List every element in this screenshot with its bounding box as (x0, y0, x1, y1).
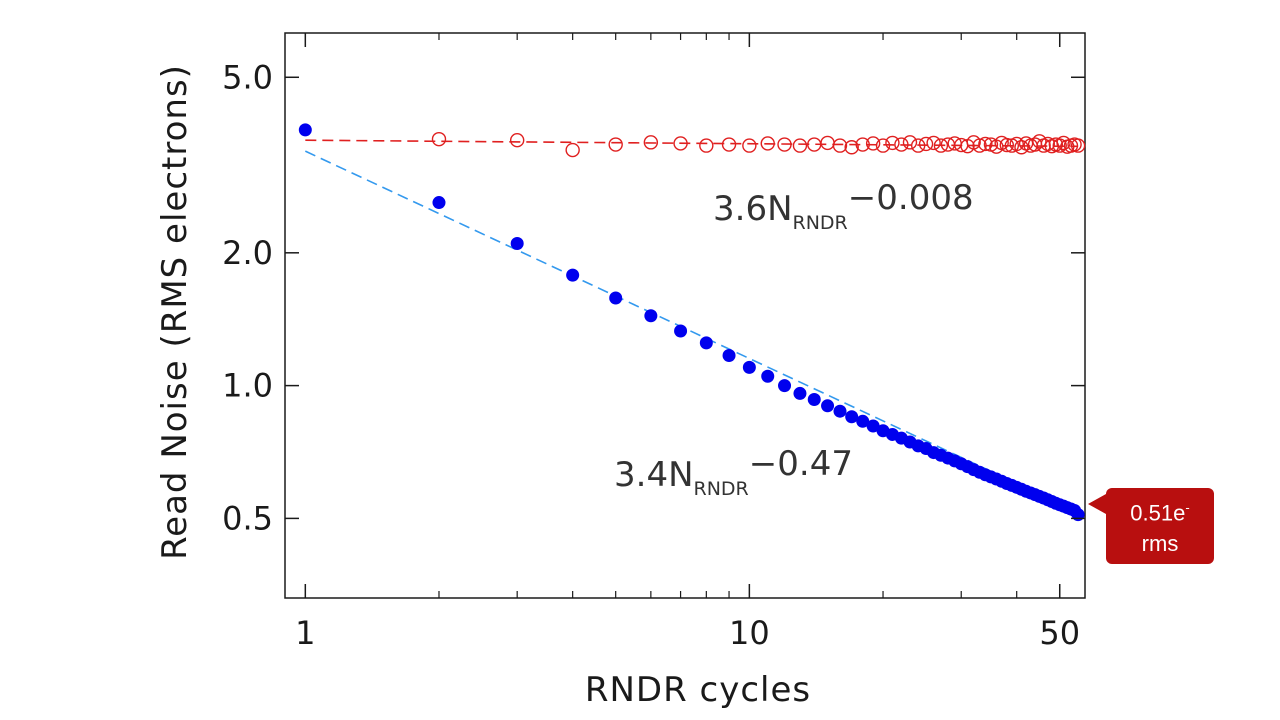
y-tick-label: 2.0 (222, 234, 273, 272)
callout-value-line: 0.51e- (1106, 493, 1214, 528)
open-point (1070, 138, 1086, 153)
open-point (699, 138, 714, 153)
fit-lines (304, 139, 1079, 513)
open-point (1009, 136, 1024, 152)
open-point (431, 131, 447, 147)
open-point (918, 136, 934, 152)
filled-point (807, 393, 821, 407)
open-point (792, 138, 808, 153)
open-point (875, 138, 891, 153)
fit-label-open: 3.6NRNDR−0.008 (713, 178, 974, 234)
filled-point (761, 369, 775, 383)
x-tick-label: 10 (729, 614, 770, 652)
filled-point (778, 379, 792, 393)
open-point (608, 137, 623, 152)
filled-point (821, 399, 835, 413)
open-point (509, 133, 525, 148)
open-point (673, 136, 688, 151)
open-point (902, 135, 918, 150)
filled-point (674, 324, 688, 338)
y-tick-label: 0.5 (222, 499, 273, 537)
filled-point (566, 268, 580, 282)
open-point (894, 137, 909, 152)
y-tick-label: 1.0 (222, 367, 273, 405)
open-point (885, 135, 900, 151)
open-point (1056, 135, 1071, 151)
open-point (844, 140, 859, 155)
fit-label-open-main: 3.6N (713, 189, 793, 229)
open-point (742, 138, 757, 153)
open-point (855, 137, 870, 152)
filled-point (510, 236, 524, 250)
open-point (933, 138, 949, 153)
plot-frame (284, 32, 1086, 599)
open-point (807, 137, 822, 152)
fit-label-open-sub: RNDR (793, 212, 848, 234)
fit-label-filled-main: 3.4N (614, 455, 694, 495)
filled-point (699, 336, 713, 350)
filled-point (298, 123, 312, 137)
filled-point (644, 309, 658, 323)
callout-unit: rms (1141, 530, 1179, 556)
filled-point (1071, 508, 1085, 522)
plot-border (284, 32, 1086, 599)
open-point (978, 136, 993, 152)
open-point (832, 138, 848, 153)
callout-value: 0.51e (1130, 500, 1186, 526)
open-point (565, 142, 580, 158)
open-point (1052, 138, 1067, 153)
filled-point (609, 291, 623, 305)
open-point (777, 137, 792, 152)
final-value-callout: 0.51e- rms (1088, 488, 1214, 564)
open-point (820, 135, 835, 151)
open-point (760, 136, 775, 151)
filled-point (432, 196, 446, 210)
open-point (721, 137, 737, 152)
open-point (643, 135, 659, 150)
filled-point (856, 414, 870, 428)
series-filled-circles (298, 123, 1085, 522)
open-point (1014, 140, 1029, 155)
open-point (865, 136, 881, 151)
x-axis-title: RNDR cycles (585, 670, 811, 710)
filled-fit-line (304, 150, 1079, 513)
filled-point (722, 349, 736, 363)
open-fit-line (305, 139, 1079, 148)
open-point (910, 138, 926, 153)
open-point (972, 138, 987, 153)
fit-label-filled-sub: RNDR (694, 478, 749, 500)
fit-label-filled: 3.4NRNDR−0.47 (614, 444, 853, 500)
filled-point (793, 386, 807, 400)
fit-label-open-exp: −0.008 (848, 178, 974, 218)
x-tick-label: 1 (295, 614, 315, 652)
filled-point (833, 404, 847, 418)
open-point (926, 135, 941, 151)
filled-point (866, 419, 880, 433)
series-open-circles (431, 131, 1086, 158)
callout-superscript: - (1185, 500, 1190, 516)
y-axis-title: Read Noise (RMS electrons) (155, 64, 195, 560)
open-point (1032, 134, 1047, 149)
axis-ticks: 1 10 50 0.5 1.0 2.0 5.0 (222, 33, 1085, 652)
open-point (999, 137, 1015, 153)
filled-point (845, 410, 859, 424)
y-tick-label: 5.0 (222, 58, 273, 96)
filled-point (742, 360, 756, 374)
x-tick-label: 50 (1039, 614, 1080, 652)
fit-label-filled-exp: −0.47 (749, 444, 853, 484)
